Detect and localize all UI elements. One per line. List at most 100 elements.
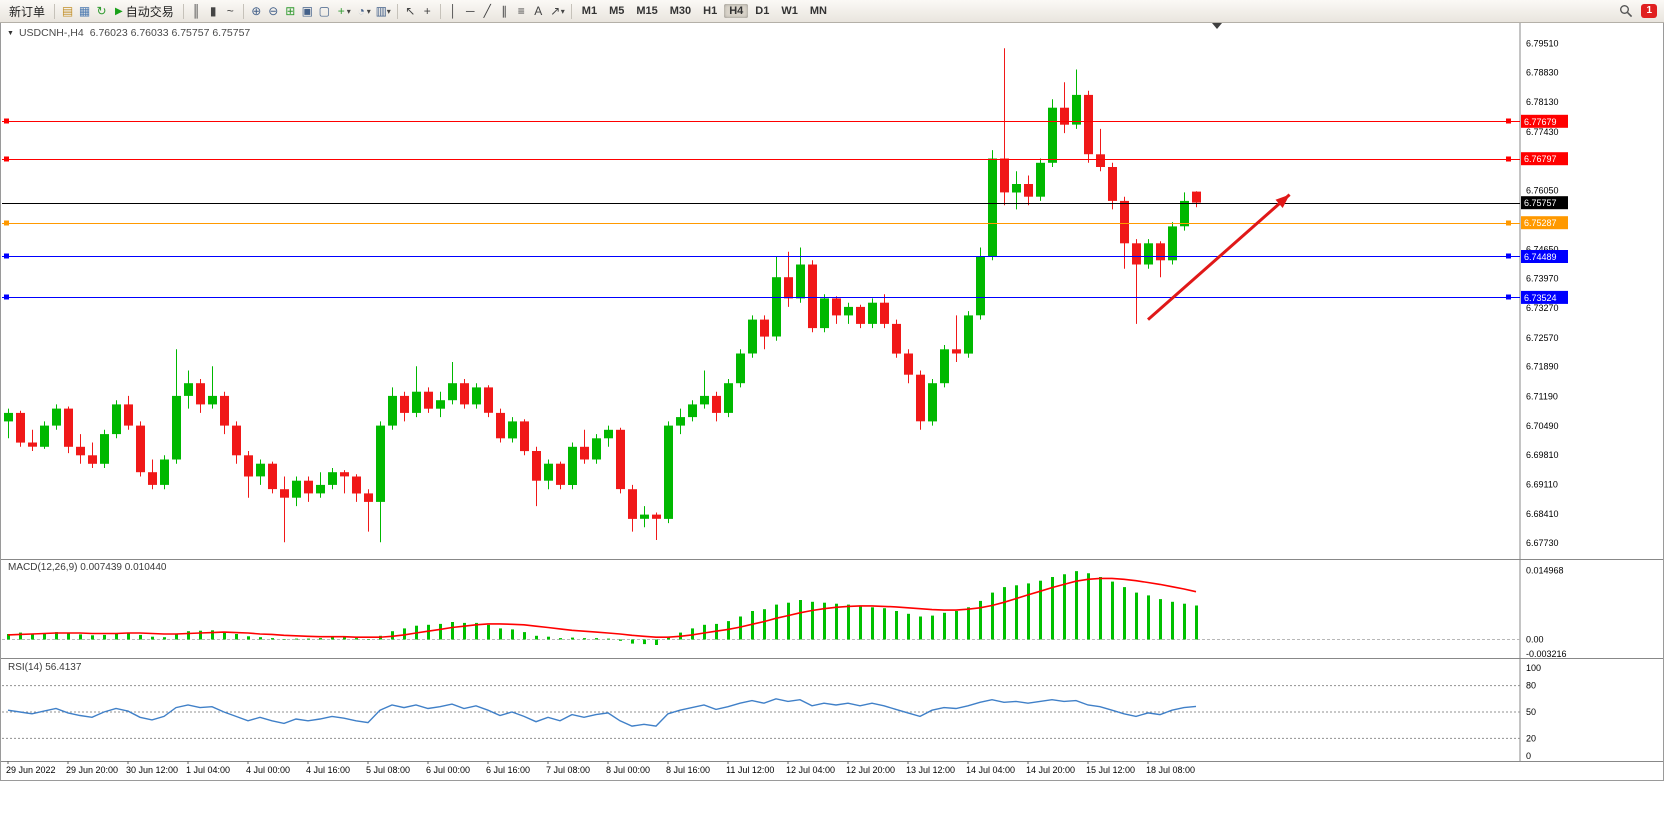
candle-body [1132,243,1141,265]
arrows-icon[interactable]: ↗ [550,3,561,18]
candle-body [1192,191,1201,203]
zoom-in-icon[interactable]: ⊕ [251,3,262,18]
rsi-axis-label: 20 [1526,733,1536,743]
time-axis-label: 7 Jul 08:00 [546,765,590,775]
trend-arrow-head[interactable] [1275,194,1290,208]
line-handle[interactable] [4,156,9,162]
chevron-down-icon[interactable]: ▾ [560,6,565,16]
candle-body [64,408,73,447]
new-order-button[interactable]: 新订单 [4,2,50,21]
candle-body [988,158,997,256]
search-icon[interactable] [1619,4,1633,18]
candle-body [1156,243,1165,261]
time-axis-label: 29 Jun 20:00 [66,765,118,775]
notification-badge[interactable]: 1 [1641,4,1657,18]
fibonacci-icon[interactable]: ≡ [517,3,525,18]
indicators-icon[interactable]: + [337,3,345,18]
line-handle[interactable] [4,118,9,124]
time-axis-label: 6 Jul 00:00 [426,765,470,775]
timeframe-w1[interactable]: W1 [781,5,798,17]
chart-shift-marker-icon[interactable] [1212,23,1222,29]
chevron-down-icon[interactable]: ▾ [366,6,371,16]
line-handle[interactable] [1506,253,1511,259]
price-axis-label: 6.67730 [1526,538,1559,548]
crosshair-icon[interactable]: + [423,3,431,18]
refresh-icon[interactable]: ↻ [96,3,107,18]
chevron-down-icon[interactable]: ▾ [386,6,391,16]
candle-body [664,425,673,519]
timeframe-m15[interactable]: M15 [636,5,658,17]
cascade-windows-icon[interactable]: ▣ [301,3,313,18]
candle-body [136,425,145,473]
channel-icon[interactable]: ∥ [501,3,508,18]
candlestick-chart-icon[interactable]: ▮ [209,3,217,18]
toolbar-separator [570,3,572,19]
vertical-line-icon[interactable]: │ [449,3,458,18]
price-badge [1521,196,1568,210]
candle-body [496,412,505,439]
chart-window-border [0,22,1664,781]
timeframe-mn[interactable]: MN [809,5,827,17]
candle-body [328,472,337,485]
price-axis-label: 6.72570 [1526,333,1559,343]
line-handle[interactable] [4,253,9,259]
zoom-out-icon[interactable]: ⊖ [268,3,279,18]
candle-body [880,302,889,324]
line-handle[interactable] [1506,294,1511,300]
candle-body [796,264,805,299]
chevron-down-icon[interactable]: ▾ [346,6,351,16]
line-chart-icon[interactable]: ~ [226,3,234,18]
horizontal-line-icon[interactable]: ─ [466,3,475,18]
price-badge-label: 6.74489 [1524,252,1557,262]
candle-body [892,323,901,354]
time-axis-label: 5 Jul 08:00 [366,765,410,775]
candle-body [352,476,361,494]
line-handle[interactable] [1506,220,1511,226]
new-chart-icon[interactable]: ▤ [61,3,74,18]
price-badge [1521,114,1568,128]
line-handle[interactable] [4,220,9,226]
candle-body [1036,162,1045,197]
macd-name: MACD(12,26,9) [8,562,78,573]
price-badge [1521,152,1568,166]
candle-body [124,404,133,426]
candle-body [1012,184,1021,193]
tile-windows-icon[interactable]: ⊞ [285,3,296,18]
candle-body [1144,243,1153,265]
price-axis-label: 6.74650 [1526,245,1559,255]
toolbar-separator [242,3,244,19]
trendline-icon[interactable]: ╱ [483,3,491,18]
price-axis-label: 6.77430 [1526,127,1559,137]
timeframe-h1[interactable]: H1 [703,5,718,17]
candle-body [1120,200,1129,244]
candle-body [484,387,493,413]
timeframe-d1[interactable]: D1 [755,5,770,17]
text-icon[interactable]: A [534,3,543,18]
candle-body [640,514,649,519]
candle-body [196,383,205,405]
trend-arrow[interactable] [1147,193,1291,321]
timeframe-h4[interactable]: H4 [724,4,749,18]
candle-body [256,463,265,477]
timeframe-m5[interactable]: M5 [609,5,625,17]
bar-chart-icon[interactable]: ║ [191,3,201,18]
line-handle[interactable] [1506,118,1511,124]
candle-body [592,438,601,460]
auto-trading-button[interactable]: ▶ 自动交易 [110,2,179,21]
chart-menu-icon[interactable]: ▼ [7,29,14,37]
candle-body [904,353,913,375]
templates-icon[interactable]: ▥ [375,3,387,18]
cursor-icon[interactable]: ↖ [405,3,416,18]
timeframe-m1[interactable]: M1 [581,5,598,17]
periods-icon[interactable]: ◔ [357,3,365,18]
candle-body [400,395,409,413]
timeframe-m30[interactable]: M30 [669,5,692,17]
data-window-icon[interactable]: ▢ [318,3,330,18]
line-handle[interactable] [4,294,9,300]
line-handle[interactable] [1506,156,1511,162]
profiles-icon[interactable]: ▦ [78,3,91,18]
candle-body [436,400,445,409]
toolbar-right-group: 1 [1619,4,1660,18]
